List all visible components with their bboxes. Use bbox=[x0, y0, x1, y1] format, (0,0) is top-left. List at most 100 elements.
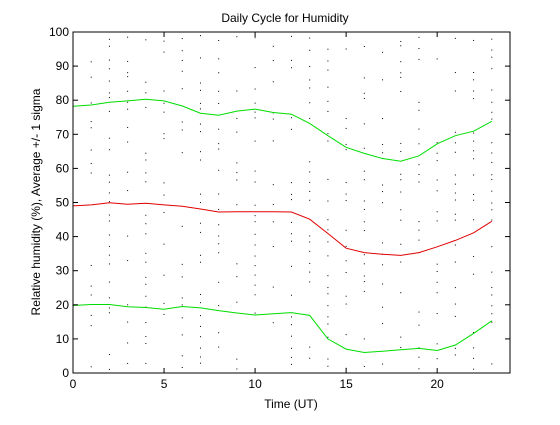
observation-point bbox=[272, 140, 274, 142]
observation-point bbox=[309, 357, 311, 359]
observation-point bbox=[272, 286, 274, 288]
observation-point bbox=[236, 204, 238, 206]
x-tick-label: 5 bbox=[161, 377, 168, 391]
observation-point bbox=[236, 263, 238, 265]
observation-point bbox=[199, 131, 201, 133]
observation-point bbox=[400, 142, 402, 144]
observation-point bbox=[108, 245, 110, 247]
observation-point bbox=[309, 281, 311, 283]
observation-point bbox=[473, 347, 475, 349]
observation-point bbox=[345, 48, 347, 50]
observation-point bbox=[473, 368, 475, 370]
observation-point bbox=[236, 131, 238, 133]
observation-point bbox=[199, 108, 201, 110]
observation-point bbox=[90, 149, 92, 151]
observation-point bbox=[491, 202, 493, 204]
observation-point bbox=[363, 263, 365, 265]
observation-point bbox=[400, 209, 402, 211]
observation-point bbox=[218, 281, 220, 283]
observation-point bbox=[309, 79, 311, 81]
y-tick-label: 30 bbox=[56, 264, 70, 278]
observation-point bbox=[454, 72, 456, 74]
observation-point bbox=[382, 363, 384, 365]
observation-point bbox=[291, 128, 292, 130]
observation-point bbox=[327, 275, 329, 277]
observation-point bbox=[473, 158, 475, 160]
observation-point bbox=[181, 304, 183, 306]
observation-point bbox=[436, 358, 438, 360]
observation-point bbox=[436, 211, 438, 213]
y-tick-label: 20 bbox=[56, 298, 70, 312]
y-tick-label: 80 bbox=[56, 93, 70, 107]
observation-point bbox=[309, 117, 311, 119]
observation-point bbox=[491, 313, 493, 315]
observation-point bbox=[473, 98, 475, 100]
observation-point bbox=[108, 312, 110, 314]
observation-point bbox=[454, 303, 456, 305]
observation-point bbox=[454, 287, 456, 289]
observation-point bbox=[363, 275, 365, 277]
observation-point bbox=[454, 199, 456, 201]
series-layer bbox=[72, 98, 493, 354]
observation-point bbox=[291, 233, 292, 235]
observation-point bbox=[199, 254, 201, 256]
observation-point bbox=[254, 102, 256, 104]
observation-point bbox=[363, 123, 365, 125]
observation-point bbox=[236, 90, 238, 92]
observation-point bbox=[418, 311, 420, 313]
observation-point bbox=[327, 100, 329, 102]
observation-point bbox=[218, 90, 220, 92]
observation-point bbox=[363, 281, 365, 283]
observation-point bbox=[382, 143, 384, 145]
observation-point bbox=[291, 356, 292, 358]
observation-point bbox=[90, 121, 92, 123]
observation-point bbox=[473, 273, 475, 275]
observation-point bbox=[90, 163, 92, 165]
observation-point bbox=[127, 190, 129, 192]
observation-point bbox=[218, 169, 220, 171]
observation-point bbox=[363, 45, 365, 47]
observation-point bbox=[254, 88, 256, 90]
observation-point bbox=[363, 290, 365, 292]
x-axis: 0 5 10 15 20 bbox=[70, 32, 444, 391]
observation-point bbox=[108, 80, 110, 82]
observation-point bbox=[181, 38, 183, 40]
observation-point bbox=[291, 59, 292, 61]
observation-point bbox=[127, 235, 129, 237]
observation-point bbox=[418, 36, 420, 38]
observation-point bbox=[90, 76, 92, 78]
observation-point bbox=[363, 92, 365, 94]
observation-point bbox=[454, 183, 456, 185]
observation-point bbox=[199, 159, 201, 161]
observation-point bbox=[309, 49, 311, 51]
observation-point bbox=[218, 243, 220, 245]
series-line-1 bbox=[72, 98, 493, 162]
observation-point bbox=[181, 129, 183, 131]
observation-point bbox=[236, 301, 238, 303]
observation-point bbox=[345, 182, 347, 184]
observation-point bbox=[400, 219, 402, 221]
observation-point bbox=[400, 150, 402, 152]
observation-point bbox=[400, 336, 402, 338]
observation-point bbox=[291, 67, 292, 69]
observation-point bbox=[236, 117, 238, 119]
observation-point bbox=[327, 293, 329, 295]
observation-point bbox=[400, 76, 402, 78]
y-tick-label: 70 bbox=[56, 127, 70, 141]
observation-point bbox=[108, 368, 110, 370]
observation-point bbox=[181, 317, 183, 319]
observation-point bbox=[291, 240, 292, 242]
observation-point bbox=[108, 263, 110, 265]
observation-point bbox=[181, 276, 183, 278]
observation-point bbox=[327, 69, 329, 71]
observation-point bbox=[400, 243, 402, 245]
observation-point bbox=[218, 332, 220, 334]
observation-point bbox=[127, 260, 129, 262]
observation-point bbox=[108, 297, 110, 299]
observation-point bbox=[291, 35, 292, 37]
observation-point bbox=[473, 332, 475, 334]
observation-point bbox=[291, 193, 292, 195]
observation-point bbox=[90, 285, 92, 287]
observation-point bbox=[127, 342, 129, 344]
y-tick-label: 50 bbox=[56, 196, 70, 210]
